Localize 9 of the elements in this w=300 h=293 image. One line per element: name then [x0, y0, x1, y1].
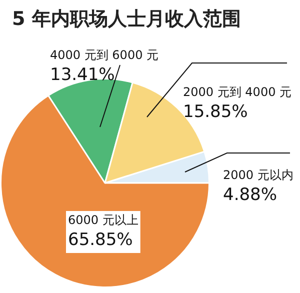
data-label: 13.41%	[50, 64, 115, 85]
slice-label: 4000 元到 6000 元	[50, 48, 159, 62]
data-label: 4.88%	[223, 184, 278, 205]
data-label: 65.85%	[68, 230, 133, 250]
data-label: 15.85%	[183, 102, 248, 122]
chart-title: 5 年内职场人士月收入范围	[12, 7, 241, 32]
slice-label: 2000 元以内	[223, 168, 294, 182]
slice-label: 2000 元到 4000 元	[183, 85, 292, 100]
slice-label: 6000 元以上	[68, 213, 138, 228]
